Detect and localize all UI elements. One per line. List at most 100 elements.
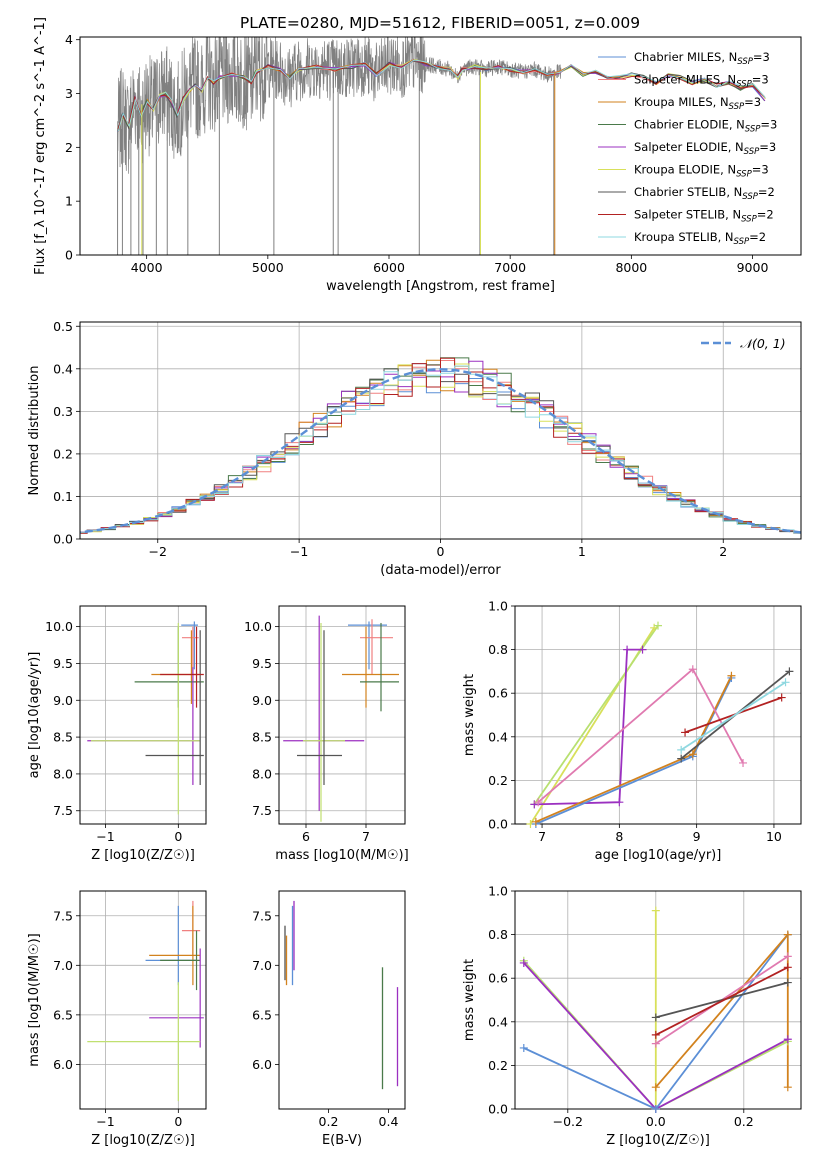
y-tick-label: 0.4 xyxy=(488,729,508,744)
x-tick-label: 1 xyxy=(578,544,586,559)
y-tick-label: 0.3 xyxy=(53,404,73,419)
point-marker xyxy=(688,665,697,674)
x-axis-label: age [log10(age/yr)] xyxy=(595,848,722,863)
axes-frame xyxy=(79,321,802,540)
point-marker xyxy=(785,667,794,676)
y-tick-label: 0.5 xyxy=(53,319,73,334)
point-marker xyxy=(688,750,697,759)
y-axis-label: mass weight xyxy=(462,959,477,1041)
x-tick-label: 0.2 xyxy=(319,1114,339,1129)
y-tick-label: 6.0 xyxy=(252,1057,272,1072)
x-tick-label: −1 xyxy=(290,544,308,559)
y-tick-label: 10.0 xyxy=(45,619,73,634)
x-tick-label: 9000 xyxy=(737,260,769,275)
point-marker xyxy=(615,798,624,807)
y-tick-label: 2 xyxy=(65,140,73,155)
y-tick-label: 8.5 xyxy=(53,730,73,745)
y-tick-label: 9.5 xyxy=(252,656,272,671)
mass-vs-Z-plot-area xyxy=(87,900,204,1102)
massweight-vs-Z-plot-area xyxy=(523,910,789,1109)
x-tick-label: 0.0 xyxy=(646,1114,666,1129)
y-tick-label: 10.0 xyxy=(244,619,272,634)
y-tick-label: 1 xyxy=(65,194,73,209)
y-tick-label: 7.0 xyxy=(252,958,272,973)
x-tick-label: 7 xyxy=(362,829,370,844)
point-marker xyxy=(681,728,690,737)
legend-entry: Salpeter ELODIE, NSSP=3 xyxy=(634,140,776,157)
mass-weight-line xyxy=(655,981,789,1019)
x-tick-label: 8 xyxy=(615,829,623,844)
mass-weight-line xyxy=(655,932,789,1088)
x-tick-label: 10 xyxy=(766,829,782,844)
x-tick-label: 7 xyxy=(538,829,546,844)
mass-weight-line xyxy=(655,966,789,1036)
point-marker xyxy=(638,645,647,654)
legend-entry: Salpeter STELIB, NSSP=2 xyxy=(634,208,774,225)
y-tick-label: 0.2 xyxy=(53,446,73,461)
x-tick-label: −1 xyxy=(96,829,114,844)
residuals-panel: −2 −1 0 1 2 0.0 0.1 0.2 0.3 0.4 0.5 (data-model)/er… xyxy=(27,319,802,578)
x-axis-label: Z [log10(Z/Z☉)] xyxy=(606,1133,710,1148)
y-tick-label: 7.5 xyxy=(53,908,73,923)
x-axis-label: Z [log10(Z/Z☉)] xyxy=(91,848,195,863)
y-tick-label: 0.1 xyxy=(53,489,73,504)
age-vs-Z-plot-area xyxy=(87,621,204,815)
y-tick-label: 6.0 xyxy=(53,1057,73,1072)
x-axis-label: (data-model)/error xyxy=(380,563,501,578)
point-marker xyxy=(651,906,660,915)
x-tick-label: 0 xyxy=(437,544,445,559)
point-marker xyxy=(519,958,528,967)
y-tick-label: 0.0 xyxy=(53,532,73,547)
legend-entry: Chabrier STELIB, NSSP=2 xyxy=(634,185,775,202)
point-marker xyxy=(727,671,736,680)
point-marker xyxy=(623,645,632,654)
mass-vs-Z-panel: −1 0 6.0 6.5 7.0 7.5 Z [log10(Z/Z☉)] mass [log1… xyxy=(27,890,207,1148)
point-marker xyxy=(739,758,748,767)
y-tick-label: 0.0 xyxy=(488,1102,508,1117)
x-tick-label: 6 xyxy=(302,829,310,844)
y-axis-label: mass weight xyxy=(462,674,477,756)
legend-entry: Chabrier MILES, NSSP=3 xyxy=(634,50,770,67)
y-axis-label: Normed distribution xyxy=(27,366,42,496)
y-axis-label: Flux [f_λ 10^-17 erg cm^-2 s^-1 A^-1] xyxy=(33,17,48,275)
legend-entry: Kroupa ELODIE, NSSP=3 xyxy=(634,163,769,180)
legend-entry: Kroupa MILES, NSSP=3 xyxy=(634,95,761,112)
legend-entry: Chabrier ELODIE, NSSP=3 xyxy=(634,118,777,135)
normal-curve xyxy=(80,368,801,534)
point-marker xyxy=(783,952,792,961)
y-tick-label: 0.4 xyxy=(53,361,73,376)
point-marker xyxy=(777,693,786,702)
axes-frame xyxy=(79,890,207,1110)
x-axis-label: mass [log10(M/M☉)] xyxy=(275,848,408,863)
point-marker xyxy=(534,798,543,807)
mass-weight-line xyxy=(533,625,659,805)
mass-weight-line xyxy=(523,960,789,1109)
legend-entry: Salpeter MILES, NSSP=3 xyxy=(634,73,769,90)
age-vs-mass-panel: 6 7 7.5 8.0 8.5 9.0 9.5 10.0 mass [log10(M/M☉)] xyxy=(244,605,409,863)
point-marker xyxy=(651,1105,660,1113)
spectrum-plot-area xyxy=(117,37,766,255)
y-tick-label: 3 xyxy=(65,86,73,101)
y-tick-label: 7.0 xyxy=(53,958,73,973)
x-tick-label: −1 xyxy=(96,1114,114,1129)
y-tick-label: 8.0 xyxy=(252,766,272,781)
x-axis-label: Z [log10(Z/Z☉)] xyxy=(91,1133,195,1148)
y-tick-label: 0 xyxy=(65,248,73,263)
axes-frame xyxy=(79,605,207,825)
x-tick-label: 4000 xyxy=(131,260,163,275)
y-tick-label: 6.5 xyxy=(53,1007,73,1022)
point-marker xyxy=(519,1043,528,1052)
y-tick-label: 7.5 xyxy=(252,908,272,923)
spectrum-panel: 4000 5000 6000 7000 8000 9000 0 1 2 3 4 wavelength … xyxy=(33,17,802,294)
y-tick-label: 9.5 xyxy=(53,656,73,671)
age-vs-Z-panel: −1 0 7.5 8.0 8.5 9.0 9.5 10.0 Z [log10(Z/Z☉)] age… xyxy=(27,605,207,863)
y-tick-label: 0.6 xyxy=(488,971,508,986)
x-tick-label: 2 xyxy=(719,544,727,559)
x-tick-label: 5000 xyxy=(252,260,284,275)
axes-frame xyxy=(278,890,406,1110)
point-marker xyxy=(651,1013,660,1022)
y-tick-label: 0.6 xyxy=(488,686,508,701)
point-marker xyxy=(783,978,792,987)
y-tick-label: 0.2 xyxy=(488,773,508,788)
